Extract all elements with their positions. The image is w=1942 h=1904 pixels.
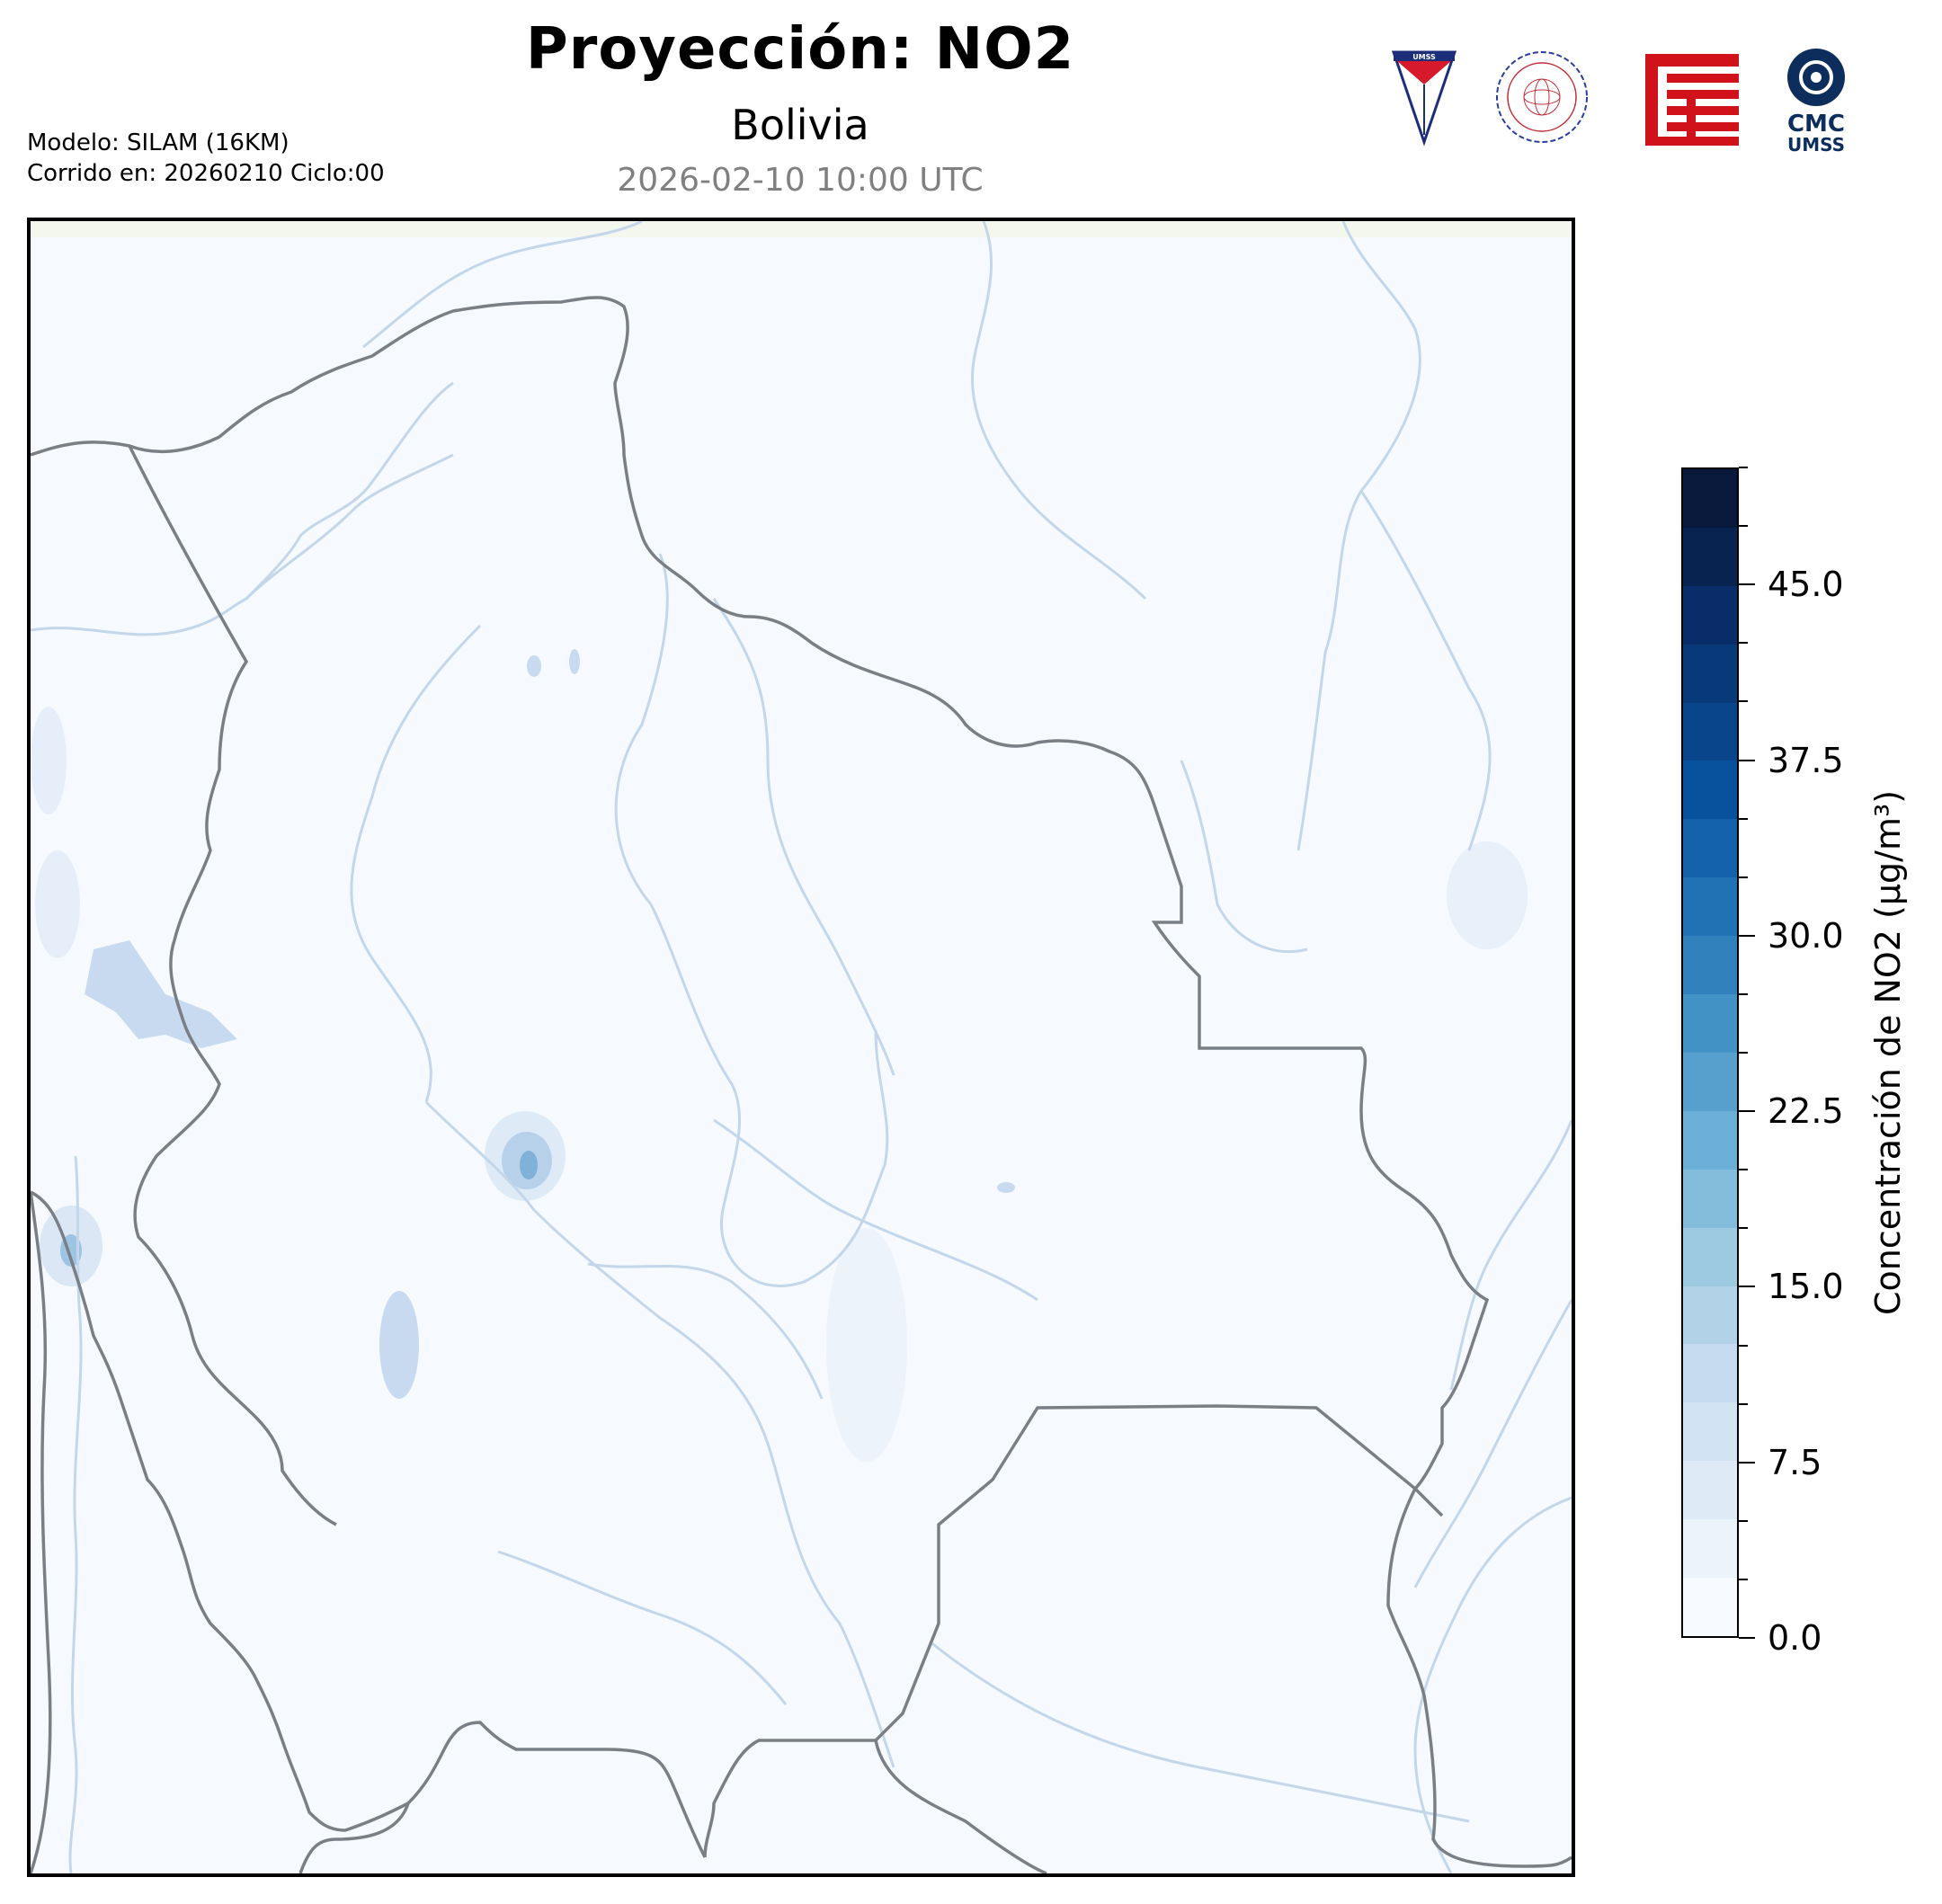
colorbar-bands bbox=[1683, 469, 1737, 1636]
colorbar-major-tick bbox=[1739, 583, 1755, 586]
colorbar-major-tick bbox=[1739, 1110, 1755, 1113]
borders-layer bbox=[31, 296, 1572, 1873]
colorbar-band bbox=[1683, 1052, 1737, 1111]
colorbar-minor-tick bbox=[1739, 992, 1748, 995]
colorbar-label: Concentración de NO2 (μg/m³) bbox=[1868, 789, 1908, 1316]
colorbar-band bbox=[1683, 1578, 1737, 1636]
uyuni-patch bbox=[379, 1291, 419, 1399]
colorbar-tick-label: 30.0 bbox=[1768, 915, 1844, 956]
colorbar-minor-tick bbox=[1739, 1578, 1748, 1580]
colorbar-tick-label: 7.5 bbox=[1768, 1442, 1822, 1482]
physics-department-seal bbox=[1496, 51, 1588, 143]
colorbar-minor-tick bbox=[1739, 1169, 1748, 1171]
north-patch-2 bbox=[569, 649, 580, 674]
colorbar-band bbox=[1683, 585, 1737, 645]
map-edge-band bbox=[31, 221, 1572, 237]
institution-logos: UMSS CMC UMSS bbox=[1391, 49, 1845, 153]
colorbar-band bbox=[1683, 1461, 1737, 1520]
engineering-faculty-logo bbox=[1645, 54, 1739, 146]
colorbar-major-tick bbox=[1739, 759, 1755, 761]
east-plume bbox=[1447, 841, 1528, 949]
colorbar-band bbox=[1683, 644, 1737, 703]
model-name: Modelo: SILAM (16KM) bbox=[27, 129, 290, 156]
colorbar-minor-tick bbox=[1739, 700, 1748, 703]
colorbar-band bbox=[1683, 1519, 1737, 1579]
map-canvas[interactable] bbox=[31, 221, 1572, 1873]
colorbar-tick-label: 15.0 bbox=[1768, 1267, 1844, 1307]
plot-subtitle: Bolivia bbox=[731, 101, 869, 149]
tacna-patch bbox=[35, 850, 80, 958]
colorbar-band bbox=[1683, 936, 1737, 995]
cochabamba-plume-core bbox=[520, 1151, 538, 1179]
map-panel[interactable] bbox=[27, 218, 1575, 1877]
colorbar-major-tick bbox=[1739, 1461, 1755, 1464]
run-info: Corrido en: 20260210 Ciclo:00 bbox=[27, 160, 385, 187]
colorbar-band bbox=[1683, 994, 1737, 1053]
small-lake bbox=[997, 1182, 1015, 1193]
colorbar-major-tick bbox=[1739, 1637, 1755, 1639]
colorbar-minor-tick bbox=[1739, 1227, 1748, 1230]
colorbar-minor-tick bbox=[1739, 876, 1748, 878]
colorbar-minor-tick bbox=[1739, 467, 1748, 468]
colorbar-band bbox=[1683, 527, 1737, 586]
colorbar-band bbox=[1683, 1110, 1737, 1170]
colorbar-minor-tick bbox=[1739, 1344, 1748, 1347]
colorbar-tick-label: 22.5 bbox=[1768, 1091, 1844, 1132]
umss-logo-text: UMSS bbox=[1787, 134, 1845, 153]
lake-titicaca-hotspot bbox=[85, 940, 237, 1048]
cmc-logo-text: CMC bbox=[1787, 111, 1845, 138]
cmc-umss-logo: CMC UMSS bbox=[1787, 49, 1845, 153]
model-info: Modelo: SILAM (16KM) Corrido en: 2026021… bbox=[27, 128, 385, 189]
umss-shield-logo: UMSS bbox=[1391, 50, 1457, 147]
colorbar-band bbox=[1683, 1227, 1737, 1286]
colorbar-band bbox=[1683, 1402, 1737, 1462]
colorbar-minor-tick bbox=[1739, 1402, 1748, 1405]
peru-coast-patch bbox=[31, 707, 67, 814]
colorbar-minor-tick bbox=[1739, 1519, 1748, 1522]
colorbar bbox=[1681, 467, 1739, 1638]
colorbar-band bbox=[1683, 702, 1737, 761]
colorbar-band bbox=[1683, 819, 1737, 878]
no2-concentration-layer bbox=[31, 649, 1528, 1462]
colorbar-minor-tick bbox=[1739, 642, 1748, 645]
colorbar-minor-tick bbox=[1739, 1052, 1748, 1054]
colorbar-tick-label: 0.0 bbox=[1768, 1618, 1822, 1658]
colorbar-major-tick bbox=[1739, 934, 1755, 937]
colorbar-band bbox=[1683, 469, 1737, 528]
colorbar-band bbox=[1683, 1286, 1737, 1345]
plot-title: Proyección: NO2 bbox=[525, 16, 1075, 83]
colorbar-band bbox=[1683, 761, 1737, 820]
colorbar-band bbox=[1683, 877, 1737, 937]
rivers-layer bbox=[31, 221, 1572, 1873]
colorbar-tick-label: 45.0 bbox=[1768, 565, 1844, 605]
colorbar-band bbox=[1683, 1344, 1737, 1403]
colorbar-major-tick bbox=[1739, 1286, 1755, 1288]
umss-shield-label: UMSS bbox=[1412, 53, 1436, 61]
forecast-timestamp: 2026-02-10 10:00 UTC bbox=[617, 162, 984, 199]
colorbar-minor-tick bbox=[1739, 525, 1748, 528]
colorbar-minor-tick bbox=[1739, 817, 1748, 820]
santa-cruz-plume bbox=[826, 1228, 907, 1462]
colorbar-band bbox=[1683, 1169, 1737, 1228]
north-patch-1 bbox=[527, 655, 541, 677]
colorbar-tick-label: 37.5 bbox=[1768, 740, 1844, 780]
